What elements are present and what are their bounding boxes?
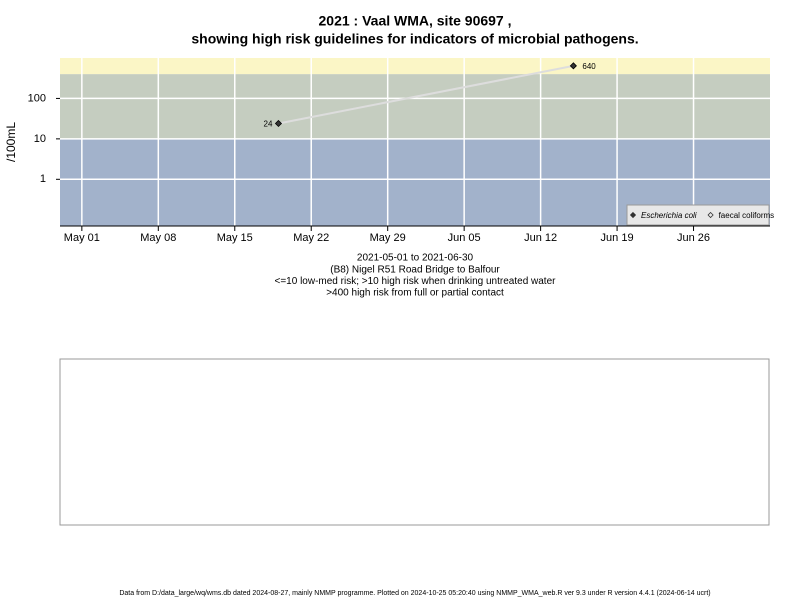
x-tick-label: May 22 <box>293 232 329 244</box>
series-line <box>278 64 574 125</box>
legend-marker <box>629 211 637 219</box>
x-tick-label: Jun 05 <box>448 232 481 244</box>
x-tick-label: May 29 <box>370 232 406 244</box>
data-point <box>569 62 577 70</box>
x-tick-label: Jun 26 <box>677 232 710 244</box>
data-point <box>274 119 283 128</box>
chart-title: 2021 : Vaal WMA, site 90697 , <box>319 13 512 29</box>
risk-band <box>60 74 770 139</box>
x-tick-label: May 01 <box>64 232 100 244</box>
chart-title-line2: showing high risk guidelines for indicat… <box>191 31 638 47</box>
data-label: 640 <box>582 62 596 71</box>
subtitle-line: >400 high risk from full or partial cont… <box>326 288 504 299</box>
legend-marker <box>707 211 714 219</box>
legend-label: faecal coliforms <box>719 211 775 220</box>
subtitle-line: 2021-05-01 to 2021-06-30 <box>357 253 474 264</box>
subtitle-line: (B8) Nigel R51 Road Bridge to Balfour <box>330 264 500 275</box>
footer: Data from D:/data_large/wq/wms.db dated … <box>119 590 710 597</box>
x-tick-label: May 08 <box>140 232 176 244</box>
x-tick-label: Jun 19 <box>601 232 634 244</box>
y-axis-label: /100mL <box>4 122 18 162</box>
x-tick-label: May 15 <box>217 232 253 244</box>
y-tick-label: 10 <box>34 133 46 145</box>
data-label: 24 <box>264 120 273 129</box>
empty-panel <box>59 358 770 526</box>
y-tick-label: 1 <box>40 173 46 185</box>
subtitle-line: <=10 low-med risk; >10 high risk when dr… <box>275 276 557 287</box>
legend-box <box>626 204 770 226</box>
risk-band <box>60 58 770 75</box>
y-tick-label: 100 <box>28 92 46 104</box>
legend-label: Escherichia coli <box>641 211 697 220</box>
x-tick-label: Jun 12 <box>524 232 557 244</box>
